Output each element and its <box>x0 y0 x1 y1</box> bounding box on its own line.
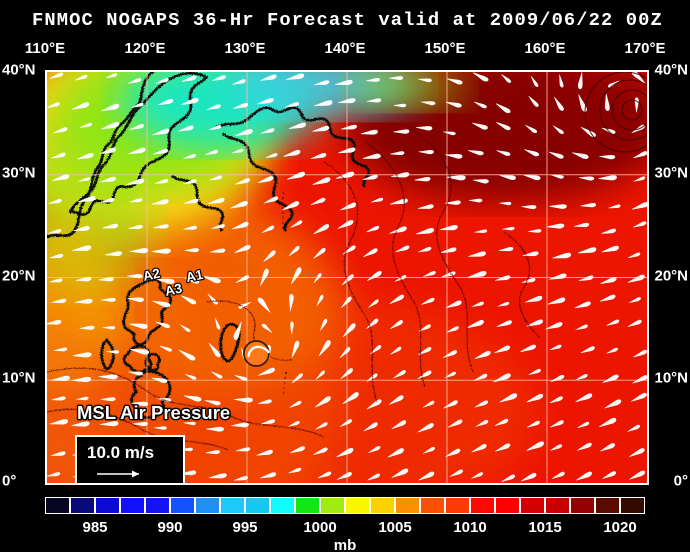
svg-text:MSL Air Pressure: MSL Air Pressure <box>77 402 230 423</box>
